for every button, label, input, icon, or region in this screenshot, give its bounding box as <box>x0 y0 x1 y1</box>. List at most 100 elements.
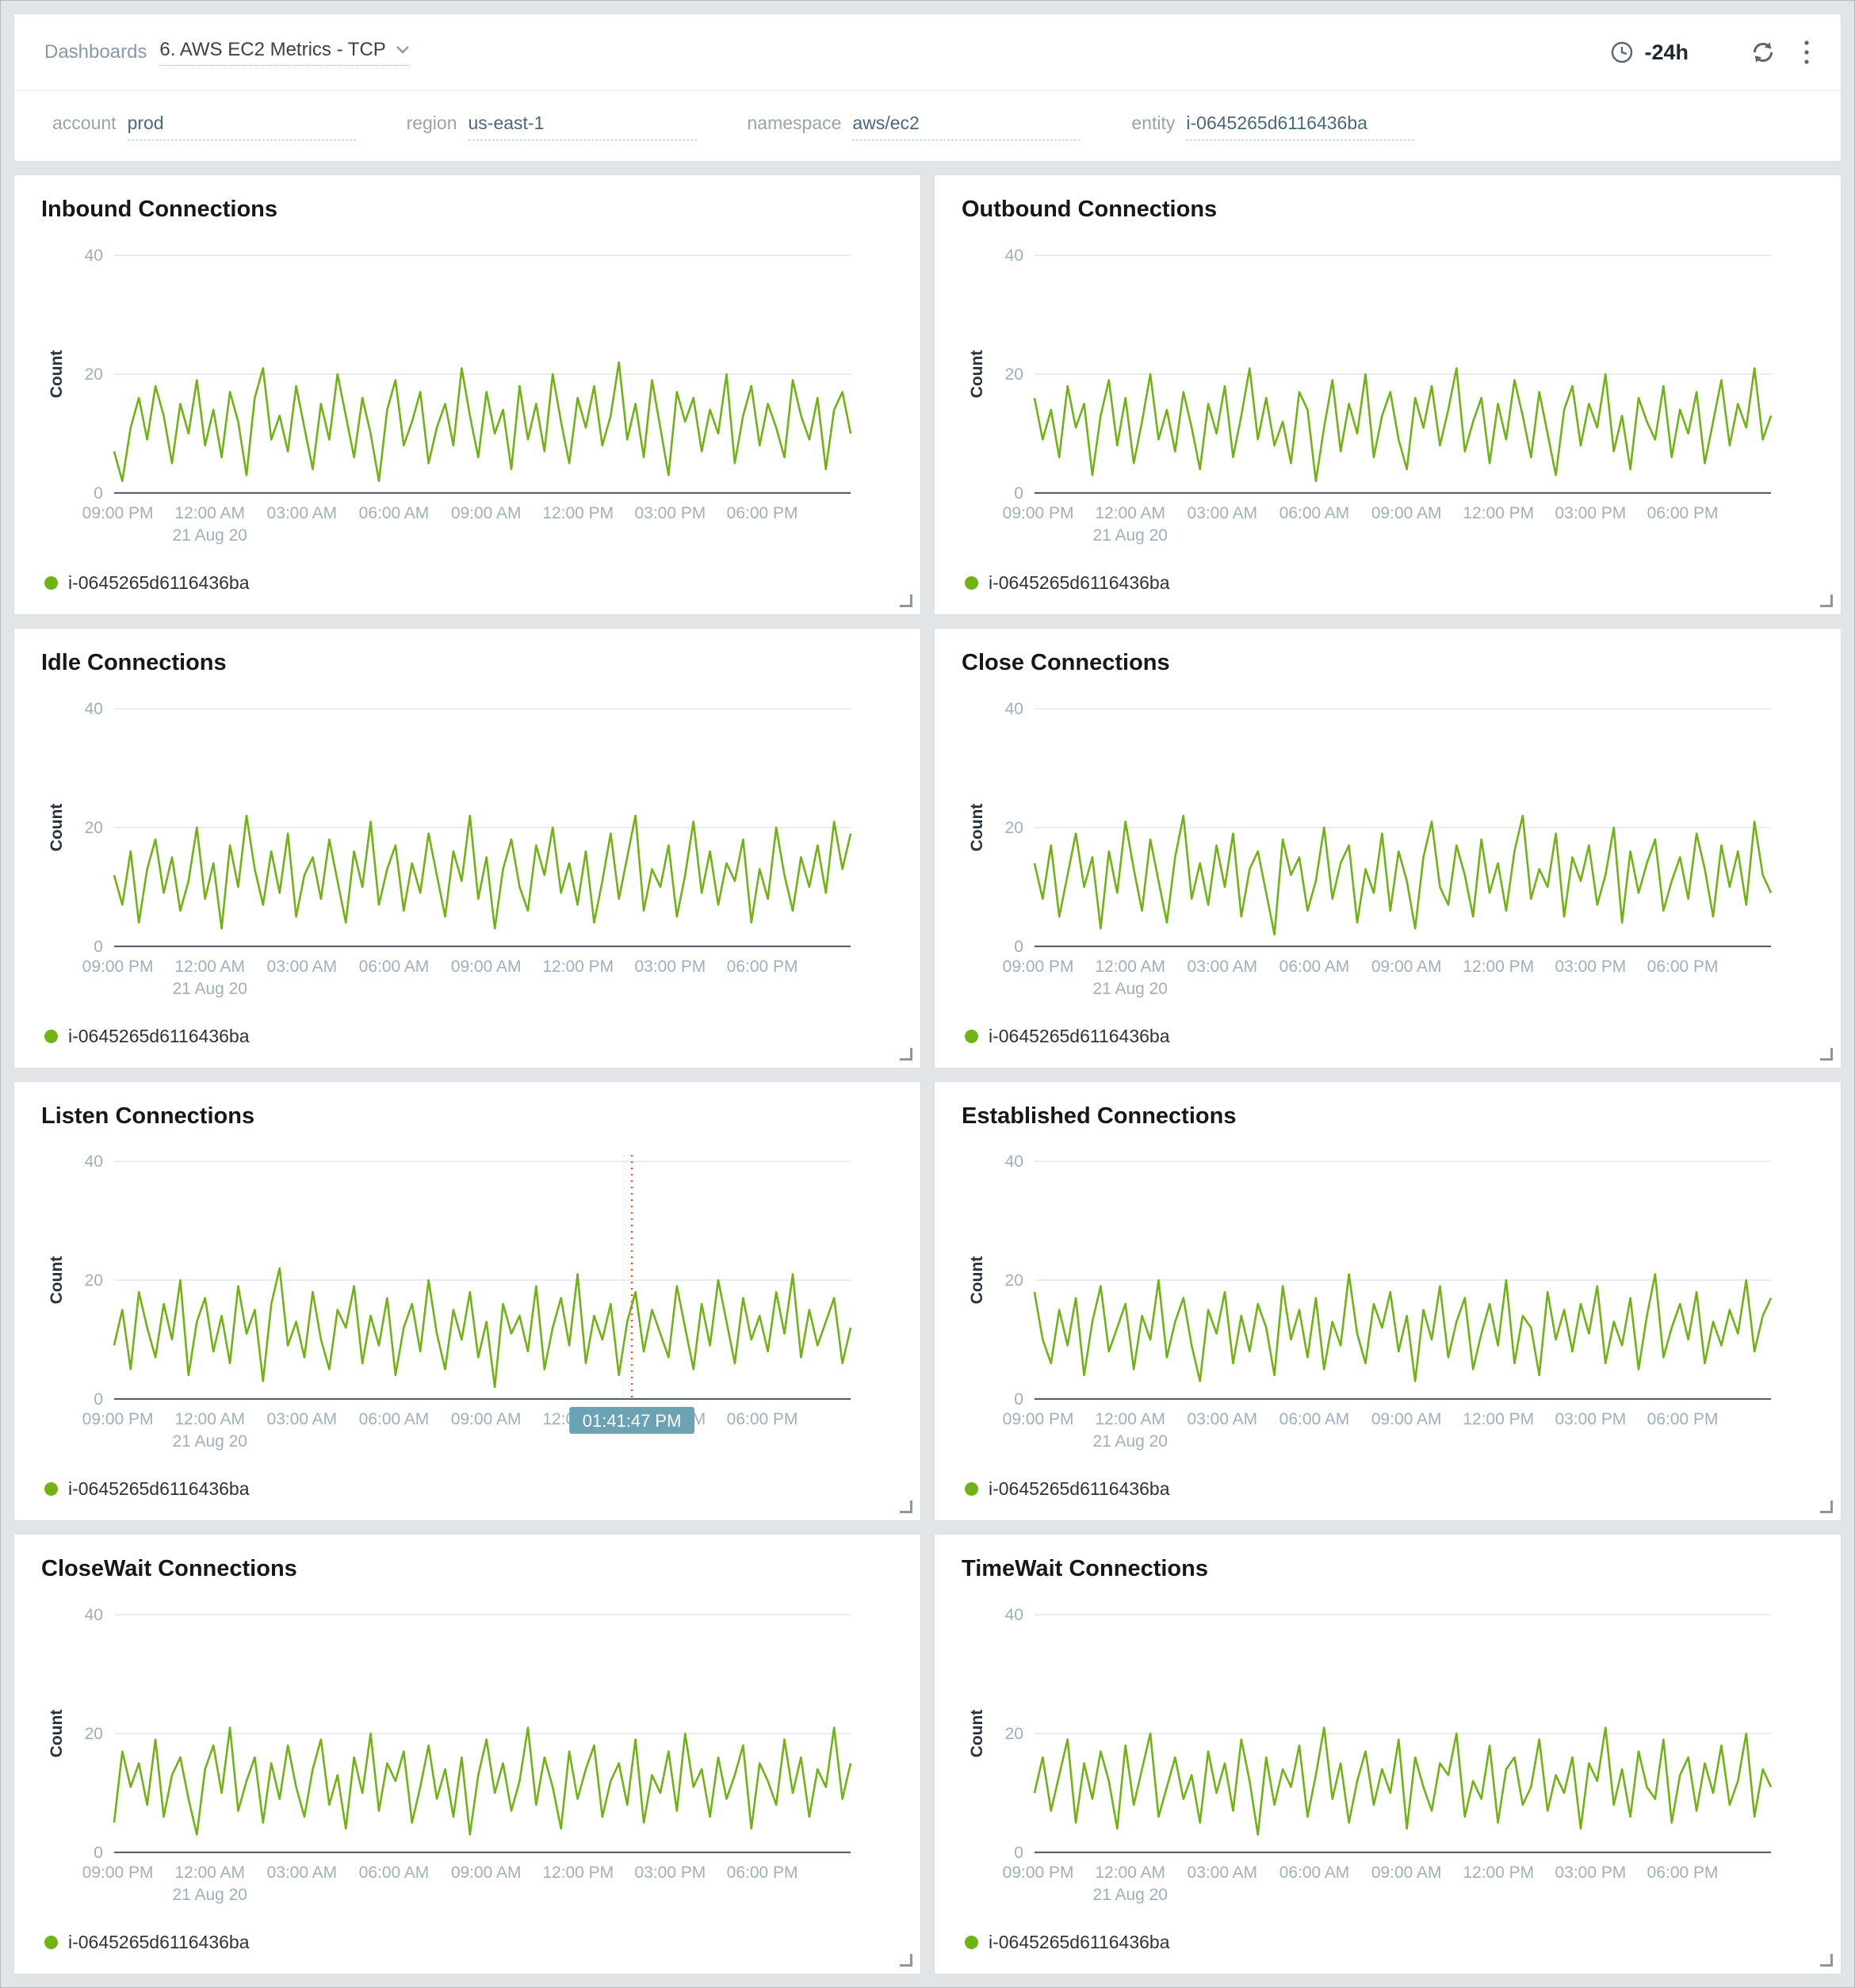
filter-label: account <box>52 112 117 133</box>
line-chart-svg[interactable]: 40 20 0 Count 09:00 PM 12:00 AM 21 Aug 20 03:00… <box>38 231 897 564</box>
chart-card-closewait: CloseWait Connections 40 20 0 Count 09:00 PM… <box>13 1534 921 1975</box>
x-tick-label: 03:00 AM <box>1188 957 1258 975</box>
y-axis-title: Count <box>48 350 66 399</box>
resize-handle[interactable] <box>1820 1047 1833 1061</box>
x-tick-label: 06:00 AM <box>359 957 430 975</box>
x-date-label: 21 Aug 20 <box>172 1886 247 1904</box>
resize-handle[interactable] <box>1820 1954 1833 1967</box>
refresh-button[interactable] <box>1750 40 1776 65</box>
dashboard-title: 6. AWS EC2 Metrics - TCP <box>159 39 386 60</box>
y-axis-title: Count <box>48 1710 66 1758</box>
line-chart-svg[interactable]: 40 20 0 Count 09:00 PM 12:00 AM 21 Aug 20 03:00… <box>958 685 1817 1018</box>
chart-legend[interactable]: i-0645265d6116436ba <box>965 572 1817 594</box>
filter-namespace: namespace aws/ec2 <box>748 113 1081 140</box>
x-date-label: 21 Aug 20 <box>172 1432 247 1451</box>
x-tick-label: 12:00 AM <box>174 957 245 975</box>
y-axis-title: Count <box>48 803 66 851</box>
x-tick-label: 06:00 PM <box>1647 957 1719 975</box>
x-tick-label: 06:00 PM <box>727 504 798 522</box>
y-tick-label: 0 <box>1014 1390 1023 1409</box>
filter-value-input[interactable]: aws/ec2 <box>852 113 1081 140</box>
resize-handle[interactable] <box>1820 594 1833 607</box>
filter-label: namespace <box>747 112 842 133</box>
chart-legend[interactable]: i-0645265d6116436ba <box>44 1026 897 1047</box>
chart-legend[interactable]: i-0645265d6116436ba <box>44 572 897 594</box>
y-tick-label: 0 <box>94 1390 103 1409</box>
x-tick-label: 09:00 AM <box>451 1864 522 1882</box>
chart-legend[interactable]: i-0645265d6116436ba <box>965 1932 1817 1953</box>
x-tick-label: 06:00 AM <box>1279 1864 1350 1882</box>
chart-card-listen: Listen Connections 40 20 0 Count 09:00 PM 12:… <box>13 1080 921 1522</box>
chart-grid: Inbound Connections 40 20 0 Count 09:00 PM 12… <box>13 174 1842 1975</box>
resize-handle[interactable] <box>900 1501 912 1514</box>
kebab-menu-icon <box>1804 40 1809 64</box>
x-tick-label: 12:00 PM <box>542 957 614 975</box>
line-chart-svg[interactable]: 40 20 0 Count 09:00 PM 12:00 AM 21 Aug 20 03:00… <box>38 685 897 1018</box>
line-chart-svg[interactable]: 40 20 0 Count 09:00 PM 12:00 AM 21 Aug 20 03:00… <box>38 1137 897 1470</box>
filter-region: region us-east-1 <box>407 113 697 140</box>
refresh-icon <box>1753 42 1773 63</box>
x-tick-label: 12:00 PM <box>1463 504 1534 522</box>
legend-color-dot <box>44 1482 58 1497</box>
resize-handle[interactable] <box>1820 1501 1833 1514</box>
x-tick-label: 06:00 AM <box>359 1864 430 1882</box>
filter-account: account prod <box>52 113 356 140</box>
x-tick-label: 06:00 PM <box>1647 1410 1719 1428</box>
legend-series-label: i-0645265d6116436ba <box>68 1025 250 1046</box>
filter-value-input[interactable]: us-east-1 <box>468 113 697 140</box>
time-range-label: -24h <box>1644 40 1689 64</box>
resize-handle[interactable] <box>900 594 912 607</box>
legend-series-label: i-0645265d6116436ba <box>989 1478 1170 1500</box>
chart-title: Idle Connections <box>41 649 227 675</box>
x-tick-label: 09:00 PM <box>1003 957 1074 975</box>
x-tick-label: 12:00 PM <box>1463 1410 1534 1428</box>
x-tick-label: 09:00 PM <box>1003 1410 1074 1428</box>
x-tick-label: 09:00 AM <box>451 957 522 975</box>
filter-value-input[interactable]: i-0645265d6116436ba <box>1186 113 1415 140</box>
chart-legend[interactable]: i-0645265d6116436ba <box>965 1478 1817 1500</box>
chart-legend[interactable]: i-0645265d6116436ba <box>44 1478 897 1500</box>
filter-value-input[interactable]: prod <box>127 113 356 140</box>
x-tick-label: 12:00 PM <box>542 504 614 522</box>
series-line <box>1033 1273 1773 1383</box>
line-chart-svg[interactable]: 40 20 0 Count 09:00 PM 12:00 AM 21 Aug 20 03:00… <box>38 1591 897 1924</box>
series-line <box>1033 814 1773 935</box>
x-tick-label: 09:00 PM <box>82 957 154 975</box>
resize-handle[interactable] <box>900 1954 912 1967</box>
crosshair-tooltip-label: 01:41:47 PM <box>583 1411 682 1431</box>
dashboard-title-dropdown[interactable]: 6. AWS EC2 Metrics - TCP <box>159 39 410 66</box>
chart-legend[interactable]: i-0645265d6116436ba <box>44 1932 897 1953</box>
breadcrumb-dashboards[interactable]: Dashboards <box>44 41 147 63</box>
y-axis-title: Count <box>968 803 986 851</box>
legend-series-label: i-0645265d6116436ba <box>68 572 250 593</box>
x-tick-label: 03:00 AM <box>267 1864 338 1882</box>
time-range-picker[interactable]: -24h <box>1609 40 1689 65</box>
line-chart-svg[interactable]: 40 20 0 Count 09:00 PM 12:00 AM 21 Aug 20 03:00… <box>958 1137 1817 1470</box>
y-tick-label: 40 <box>85 247 103 265</box>
chart-card-close: Close Connections 40 20 0 Count 09:00 PM 12:0… <box>934 627 1842 1069</box>
series-line <box>113 361 852 482</box>
x-tick-label: 06:00 AM <box>359 504 430 522</box>
x-tick-label: 06:00 PM <box>727 1864 798 1882</box>
line-chart-svg[interactable]: 40 20 0 Count 09:00 PM 12:00 AM 21 Aug 20 03:00… <box>958 231 1817 564</box>
chart-legend[interactable]: i-0645265d6116436ba <box>965 1026 1817 1047</box>
x-tick-label: 06:00 PM <box>727 957 798 975</box>
y-tick-label: 40 <box>1005 1153 1023 1172</box>
y-tick-label: 40 <box>85 700 103 718</box>
clock-icon <box>1612 41 1633 63</box>
chart-title: TimeWait Connections <box>962 1556 1208 1582</box>
y-tick-label: 40 <box>1005 1606 1023 1624</box>
x-tick-label: 03:00 PM <box>1555 957 1627 975</box>
resize-handle[interactable] <box>900 1047 912 1061</box>
x-tick-label: 09:00 PM <box>82 1864 154 1882</box>
x-date-label: 21 Aug 20 <box>172 979 247 997</box>
chart-card-established: Established Connections 40 20 0 Count 09:00 … <box>934 1080 1842 1522</box>
kebab-menu-button[interactable] <box>1803 39 1811 66</box>
x-tick-label: 06:00 PM <box>1647 1864 1719 1882</box>
x-tick-label: 09:00 AM <box>1371 1864 1442 1882</box>
y-tick-label: 20 <box>1005 819 1023 837</box>
x-tick-label: 09:00 AM <box>1371 1410 1442 1428</box>
line-chart-svg[interactable]: 40 20 0 Count 09:00 PM 12:00 AM 21 Aug 20 03:00… <box>958 1591 1817 1924</box>
chart-title: Outbound Connections <box>962 197 1218 222</box>
